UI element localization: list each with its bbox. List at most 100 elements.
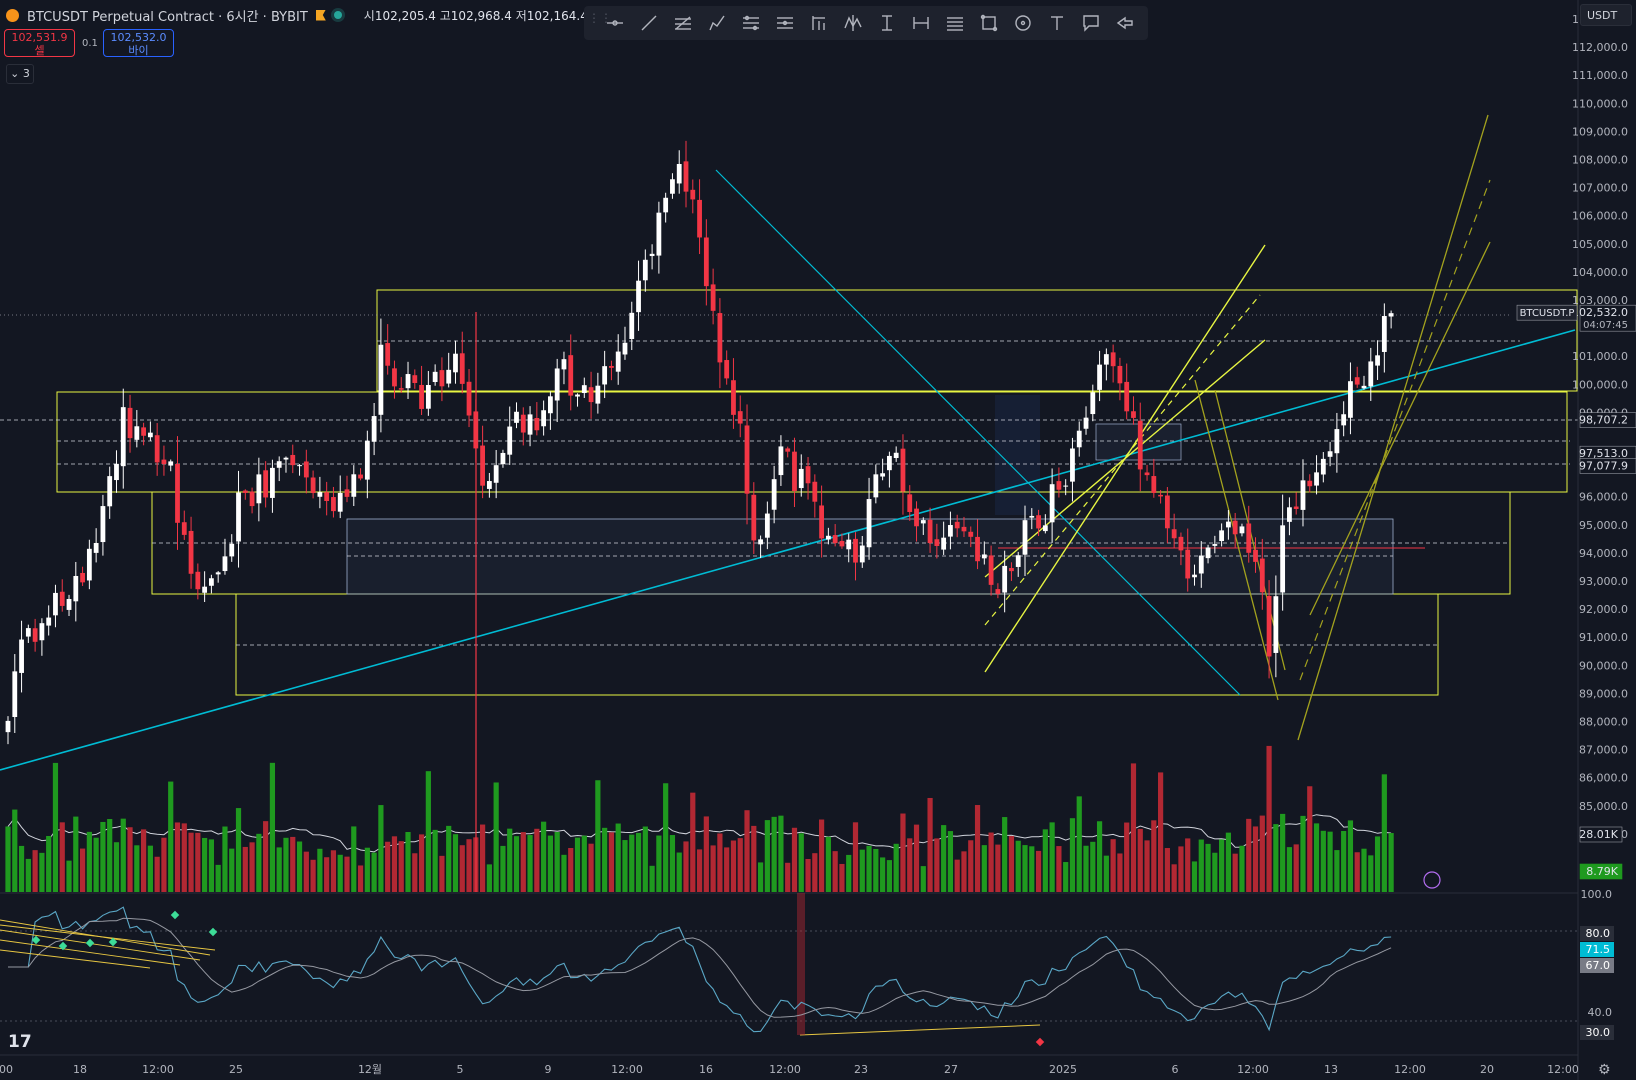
- candle-body: [1164, 495, 1170, 529]
- symbol-title[interactable]: BTCUSDT Perpetual Contract · 6시간 · BYBIT: [27, 9, 308, 25]
- volume-bar: [317, 848, 323, 892]
- candle: [581, 377, 587, 398]
- volume-bar: [371, 852, 377, 892]
- volume-bar: [195, 832, 201, 892]
- candle: [724, 350, 730, 385]
- candle-body: [622, 342, 628, 355]
- volume-bar: [147, 845, 153, 892]
- candle-body: [731, 380, 736, 415]
- volume-bar: [730, 840, 737, 892]
- high-value: 102,968.4: [450, 8, 512, 23]
- channel-up-1c[interactable]: [984, 294, 1261, 626]
- candle: [1158, 490, 1163, 504]
- horizontal-ray-icon[interactable]: [598, 8, 632, 38]
- candle: [12, 654, 18, 734]
- circle-icon[interactable]: [1006, 8, 1040, 38]
- parallel-channel-icon[interactable]: [734, 8, 768, 38]
- candle: [229, 534, 235, 562]
- long-trend-line[interactable]: [0, 329, 1576, 771]
- toolbar-grip-icon[interactable]: ⋮⋮: [588, 11, 612, 25]
- rsi-oversold-highlight: [797, 893, 805, 1035]
- volume-bar: [961, 851, 967, 892]
- candle: [80, 566, 85, 586]
- candle: [1293, 492, 1299, 515]
- channel-up-1b[interactable]: [984, 339, 1266, 578]
- pitchfork-icon[interactable]: [768, 8, 802, 38]
- candle-body: [825, 535, 831, 540]
- tradingview-logo[interactable]: 17: [8, 1032, 32, 1052]
- indicators-toggle[interactable]: ⌄ 3: [6, 64, 34, 84]
- candle-body: [527, 414, 533, 435]
- flag-icon[interactable]: [315, 9, 326, 21]
- candle: [1232, 512, 1238, 548]
- price-badge-label: 98,707.2: [1579, 414, 1628, 427]
- fib-channel-icon[interactable]: [938, 8, 972, 38]
- candle-body: [703, 237, 709, 287]
- candle-body: [1097, 364, 1102, 390]
- volume-bar: [1137, 828, 1143, 892]
- candle: [792, 437, 797, 508]
- text-icon[interactable]: [1040, 8, 1074, 38]
- channel-down-a[interactable]: [1194, 379, 1279, 701]
- date-range-icon[interactable]: [904, 8, 938, 38]
- volume-bar: [141, 829, 147, 892]
- candle: [385, 324, 391, 375]
- candle-body: [1103, 354, 1109, 365]
- volume-bar: [39, 852, 45, 892]
- callout-icon[interactable]: [1074, 8, 1108, 38]
- candle-body: [392, 368, 397, 387]
- channel-up-2c[interactable]: [1299, 179, 1491, 681]
- channel-up-2b[interactable]: [1309, 241, 1491, 616]
- time-tick-label: 12:00: [769, 1063, 801, 1076]
- buy-button[interactable]: 102,532.0 바이: [103, 29, 174, 57]
- price-tick-label: 95,000.0: [1579, 519, 1628, 532]
- descending-trend-line[interactable]: [715, 169, 1241, 696]
- candle: [1178, 532, 1184, 566]
- volume-bar: [527, 835, 533, 892]
- sell-button[interactable]: 102,531.9 셀: [4, 29, 75, 57]
- candle-body: [1253, 549, 1258, 562]
- volume-bar: [1347, 820, 1354, 892]
- candle: [100, 494, 106, 556]
- volume-bar: [25, 858, 31, 892]
- candle: [1090, 384, 1096, 422]
- candle: [337, 475, 343, 519]
- currency-unit-select[interactable]: USDT: [1580, 4, 1632, 26]
- drawing-zones[interactable]: [0, 289, 1580, 696]
- long-position-icon[interactable]: [802, 8, 836, 38]
- volume-bar: [751, 825, 757, 892]
- price-range-icon[interactable]: [870, 8, 904, 38]
- volume-bar: [256, 833, 262, 892]
- channel-up-2a[interactable]: [1297, 114, 1489, 741]
- drawing-lines[interactable]: [0, 114, 1576, 1036]
- candle-body: [202, 586, 208, 593]
- pen-icon[interactable]: [700, 8, 734, 38]
- settings-gear-icon[interactable]: ⚙: [1598, 1062, 1611, 1078]
- candle-body: [1090, 392, 1096, 415]
- resistance-zone-upper[interactable]: [376, 289, 1578, 392]
- arrow-marker-icon[interactable]: [1108, 8, 1142, 38]
- resistance-zone-mid[interactable]: [56, 391, 1568, 493]
- rectangle-icon[interactable]: [972, 8, 1006, 38]
- price-tick-label: 105,000.0: [1572, 238, 1628, 251]
- candle-body: [534, 417, 540, 431]
- volume-bar: [771, 816, 777, 892]
- support-zone-lower[interactable]: [235, 593, 1439, 696]
- rsi-divergence-line[interactable]: [799, 1024, 1041, 1036]
- volume-bar: [507, 828, 513, 892]
- candle: [703, 219, 709, 306]
- bitcoin-icon: [6, 8, 19, 22]
- candle-body: [256, 474, 262, 504]
- volume-bar: [202, 837, 208, 892]
- candle-body: [934, 539, 940, 546]
- candle-body: [717, 313, 723, 363]
- volume-bar: [839, 863, 845, 892]
- candle: [1341, 401, 1347, 437]
- fib-retracement-icon[interactable]: [666, 8, 700, 38]
- trend-line-icon[interactable]: [632, 8, 666, 38]
- pattern-icon[interactable]: [836, 8, 870, 38]
- volume-bar: [1300, 815, 1306, 892]
- candle: [1287, 497, 1292, 536]
- time-tick-label: 12:00: [1237, 1063, 1269, 1076]
